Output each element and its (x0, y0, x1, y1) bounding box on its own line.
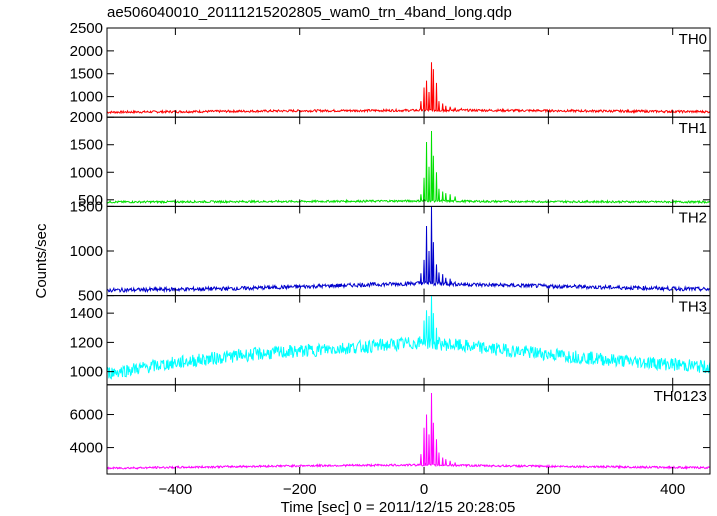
y-axis-label: Counts/sec (33, 223, 50, 299)
series-label-th2: TH2 (679, 209, 707, 226)
series-line-th0123 (106, 393, 711, 471)
y-tick-label: 2500 (70, 20, 103, 37)
y-tick-label: 1000 (70, 243, 103, 260)
y-tick-label: 2000 (70, 109, 103, 126)
panel-frame (106, 205, 711, 297)
series-label-th3: TH3 (679, 299, 707, 316)
panel-th3: 1000 1200 1400 TH3 (70, 295, 711, 386)
x-tick-label: −200 (283, 481, 317, 498)
panel-th2: 500 1000 1500 TH2 (70, 198, 711, 305)
y-tick-label: 1400 (70, 305, 103, 322)
y-tick-label: 1500 (70, 137, 103, 154)
series-line-th3 (106, 295, 711, 380)
y-tick-label: 4000 (70, 440, 103, 457)
y-tick-label: 500 (78, 192, 103, 209)
x-tick-label: −400 (158, 481, 192, 498)
x-axis-label: Time [sec] 0 = 2011/12/15 20:28:05 (281, 499, 516, 516)
series-line-th0 (106, 62, 711, 115)
panel-th0123: 4000 6000 TH0123 (70, 384, 711, 475)
x-tick-label: 400 (660, 481, 685, 498)
y-tick-label: 1500 (70, 198, 103, 215)
x-tick-label: 0 (420, 481, 428, 498)
chart-title: ae506040010_20111215202805_wam0_trn_4ban… (107, 4, 512, 21)
y-tick-label: 1000 (70, 89, 103, 106)
y-tick-label: 2000 (70, 43, 103, 60)
panel-frame (106, 116, 711, 207)
series-line-th1 (106, 130, 711, 205)
y-tick-label: 6000 (70, 407, 103, 424)
x-axis: −400 −200 0 200 400 (158, 481, 685, 498)
panel-frame (106, 384, 711, 475)
x-tick-label: 200 (536, 481, 561, 498)
panels-group: 1000150020002500TH0500100015002000TH1500… (70, 20, 711, 475)
series-label-th1: TH1 (679, 120, 707, 137)
series-line-th2 (106, 206, 711, 294)
y-tick-label: 1500 (70, 66, 103, 83)
y-tick-label: 500 (78, 288, 103, 305)
panel-th0: 1000 1500 2000 2500 TH0 (70, 20, 711, 118)
panel-th1: 500 1000 1500 2000 TH1 (70, 109, 711, 209)
series-label-th0123: TH0123 (654, 388, 707, 405)
series-label-th0: TH0 (679, 31, 707, 48)
y-tick-label: 1200 (70, 334, 103, 351)
y-tick-label: 1000 (70, 164, 103, 181)
y-tick-label: 1000 (70, 364, 103, 381)
panel-frame (106, 27, 711, 118)
